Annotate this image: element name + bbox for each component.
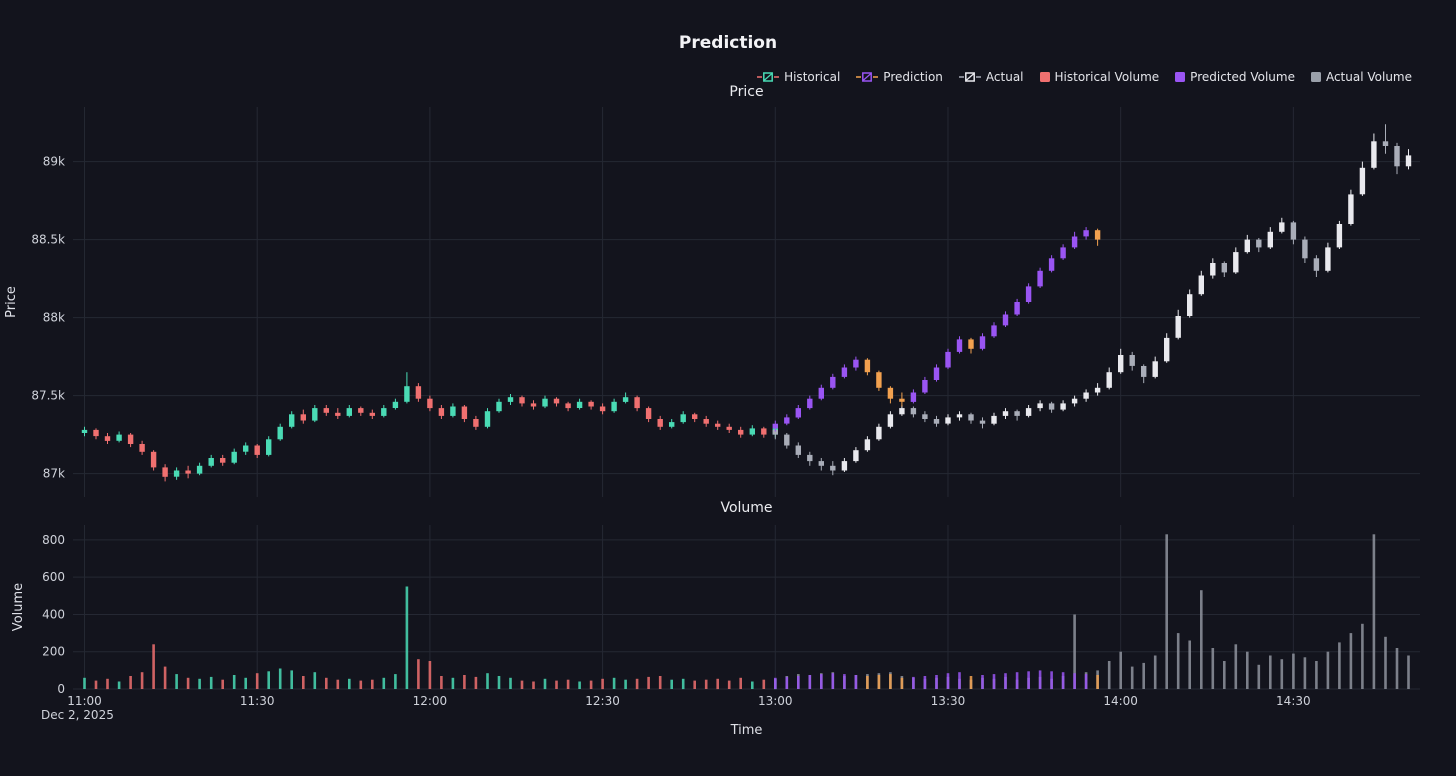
svg-text:89k: 89k (43, 155, 65, 169)
svg-text:14:30: 14:30 (1276, 694, 1311, 708)
legend-item-actual[interactable]: Actual (958, 70, 1024, 84)
legend-label: Prediction (883, 70, 943, 84)
legend-label: Historical Volume (1054, 70, 1160, 84)
svg-text:13:30: 13:30 (931, 694, 966, 708)
svg-text:13:00: 13:00 (758, 694, 793, 708)
svg-text:0: 0 (57, 682, 65, 696)
svg-text:87.5k: 87.5k (31, 389, 65, 403)
legend-label: Historical (784, 70, 841, 84)
svg-text:12:00: 12:00 (413, 694, 448, 708)
svg-text:12:30: 12:30 (585, 694, 620, 708)
svg-text:11:30: 11:30 (240, 694, 275, 708)
legend-item-prediction[interactable]: Prediction (856, 70, 943, 84)
candlestick-swatch-icon (958, 72, 981, 82)
legend-label: Actual Volume (1325, 70, 1412, 84)
legend-item-historical-volume[interactable]: Historical Volume (1039, 70, 1160, 84)
svg-text:88.5k: 88.5k (31, 233, 65, 247)
legend-label: Predicted Volume (1190, 70, 1295, 84)
candlestick-swatch-icon (856, 72, 879, 82)
svg-text:11:00: 11:00 (67, 694, 102, 708)
square-swatch-icon (1039, 72, 1050, 82)
svg-text:88k: 88k (43, 311, 65, 325)
svg-text:200: 200 (42, 645, 65, 659)
svg-text:600: 600 (42, 570, 65, 584)
legend: Historical Prediction Actual Historical Vol… (757, 70, 1412, 84)
svg-text:Dec 2, 2025: Dec 2, 2025 (41, 708, 114, 722)
page-title: Prediction (678, 33, 778, 53)
legend-item-historical[interactable]: Historical (757, 70, 840, 84)
svg-text:87k: 87k (43, 467, 65, 481)
legend-item-actual-volume[interactable]: Actual Volume (1310, 70, 1412, 84)
square-swatch-icon (1175, 72, 1186, 82)
legend-label: Actual (985, 70, 1024, 84)
candlestick-swatch-icon (757, 72, 780, 82)
square-swatch-icon (1310, 72, 1321, 82)
time-axis-label: Time (730, 723, 763, 738)
volume-panel-title: Volume (720, 500, 773, 516)
svg-text:14:00: 14:00 (1103, 694, 1138, 708)
svg-text:400: 400 (42, 607, 65, 621)
legend-item-predicted-volume[interactable]: Predicted Volume (1175, 70, 1295, 84)
svg-text:800: 800 (42, 533, 65, 547)
price-panel-title: Price (729, 84, 764, 100)
